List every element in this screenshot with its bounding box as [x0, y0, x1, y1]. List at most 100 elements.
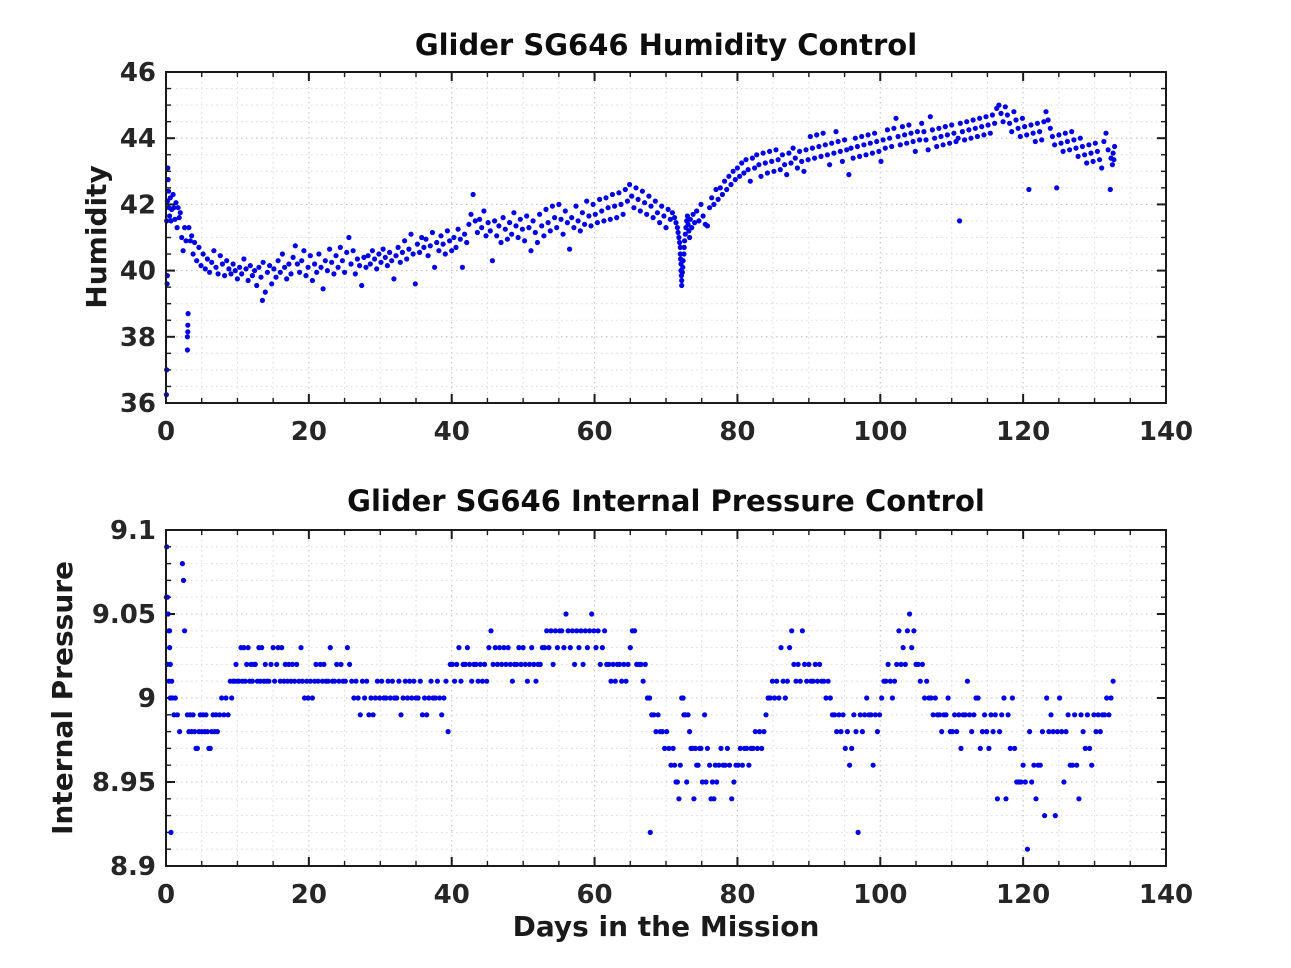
data-point [882, 145, 888, 151]
data-point [805, 157, 811, 163]
data-point [593, 645, 599, 651]
pressure-y-axis-label: Internal Pressure [46, 560, 79, 836]
data-point [1087, 745, 1093, 752]
data-point [455, 226, 461, 232]
data-point [835, 138, 841, 145]
data-point [749, 155, 756, 161]
data-point [192, 239, 198, 246]
tick-labels: 0 20 40 60 80 100 120 140 8.9 8.95 9 9.05 9.1 [92, 516, 1193, 910]
data-point [389, 678, 395, 684]
data-point [484, 678, 490, 684]
data-point [802, 661, 808, 668]
data-point [277, 269, 283, 275]
data-point [224, 258, 230, 264]
data-point [759, 745, 765, 752]
data-point [872, 130, 878, 136]
data-point [417, 678, 423, 684]
data-point [571, 225, 577, 231]
x-tick-label: 140 [1139, 880, 1193, 910]
data-point [272, 678, 278, 684]
data-point [547, 228, 553, 234]
data-point [376, 251, 382, 257]
data-point [889, 695, 896, 701]
humidity-chart: 0 20 40 60 80 100 120 140 36 38 40 42 44 46 [120, 58, 1193, 447]
data-point [174, 712, 180, 718]
data-point [1026, 186, 1032, 193]
data-point [673, 220, 679, 226]
data-point [582, 628, 588, 634]
data-point [977, 115, 983, 121]
x-tick-label: 100 [853, 417, 907, 447]
data-point [889, 143, 895, 150]
data-point [999, 712, 1005, 718]
data-point [971, 712, 977, 718]
data-point [441, 695, 447, 701]
data-point [1009, 695, 1016, 701]
data-point [203, 712, 209, 718]
data-point [518, 661, 524, 668]
data-point [855, 829, 861, 836]
data-point [190, 251, 196, 257]
data-point [967, 712, 973, 718]
data-point [902, 661, 908, 668]
data-point [410, 251, 416, 257]
data-point [190, 712, 196, 718]
data-point [397, 259, 403, 265]
data-point [404, 695, 410, 701]
data-point [925, 147, 931, 153]
data-point [692, 745, 698, 752]
data-point [846, 172, 852, 178]
data-point [1109, 162, 1115, 168]
y-tick-label: 38 [120, 323, 156, 353]
data-point [364, 678, 370, 684]
data-point [383, 695, 389, 701]
data-point [775, 157, 781, 163]
data-point [516, 645, 522, 651]
data-point [569, 215, 575, 221]
data-point [1084, 712, 1090, 718]
data-point [661, 213, 667, 219]
data-point [576, 645, 582, 651]
data-point [241, 256, 247, 262]
data-point [440, 241, 446, 247]
data-point [837, 148, 843, 154]
data-point [982, 712, 988, 718]
data-point [449, 248, 455, 254]
data-point [554, 225, 560, 231]
data-point [462, 661, 468, 668]
humidity-chart-title: Glider SG646 Humidity Control [414, 28, 918, 62]
data-point [173, 200, 179, 206]
data-point [249, 678, 255, 684]
data-point [655, 712, 661, 718]
data-point [727, 762, 733, 768]
data-point [891, 125, 897, 131]
data-point [929, 127, 936, 133]
data-point [419, 712, 425, 718]
data-point [329, 259, 335, 265]
data-point [211, 248, 217, 254]
y-tick-label: 42 [120, 190, 156, 220]
data-point [1059, 729, 1065, 735]
data-point [533, 678, 539, 684]
data-point [797, 148, 803, 154]
data-point [488, 628, 494, 634]
data-point [282, 264, 288, 270]
data-point [1012, 745, 1018, 752]
data-point [719, 191, 726, 198]
data-point [333, 253, 339, 259]
data-point [396, 678, 402, 684]
data-point [869, 150, 876, 156]
data-point [438, 233, 444, 239]
data-point [170, 191, 176, 198]
data-point [234, 276, 240, 282]
data-point [498, 239, 504, 246]
data-point [642, 661, 648, 668]
data-point [436, 248, 442, 254]
data-point [848, 145, 854, 151]
data-point [816, 143, 822, 150]
data-point [936, 125, 942, 131]
data-point [984, 729, 990, 735]
data-point [504, 236, 510, 242]
data-point [503, 661, 509, 668]
data-point [716, 762, 722, 768]
